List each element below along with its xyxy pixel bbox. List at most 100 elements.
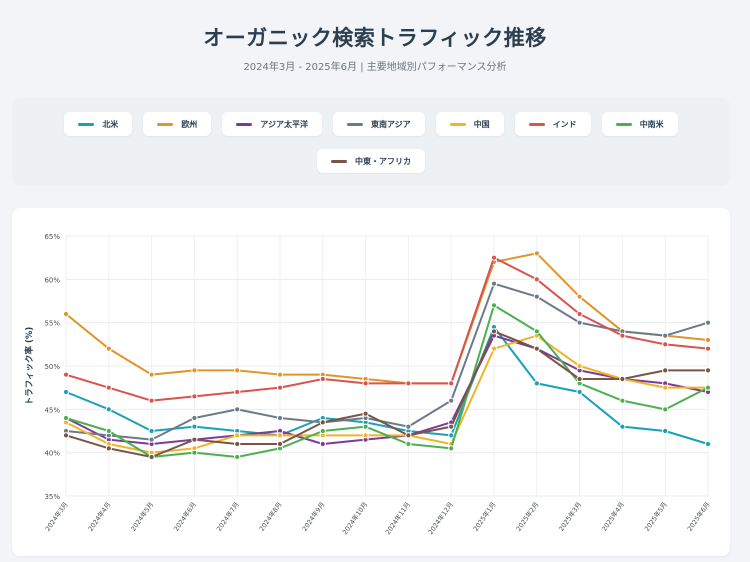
- data-point: [276, 440, 284, 448]
- legend-label: 中国: [473, 119, 490, 129]
- data-point: [362, 380, 369, 387]
- data-point: [704, 336, 712, 344]
- data-point: [105, 427, 112, 435]
- x-tick-label: 2025年1月: [471, 500, 498, 533]
- series-line: [65, 256, 709, 402]
- data-point: [62, 310, 70, 318]
- y-tick-label: 60%: [44, 276, 60, 284]
- x-tick-label: 2025年6月: [685, 500, 712, 533]
- series-line: [65, 252, 709, 385]
- data-point: [704, 345, 712, 352]
- series-line: [65, 304, 709, 458]
- data-point: [276, 414, 284, 422]
- data-point: [490, 345, 498, 352]
- data-point: [62, 432, 70, 439]
- legend-label: 中南米: [639, 119, 664, 129]
- legend-label: インド: [552, 119, 577, 129]
- data-point: [619, 375, 626, 383]
- x-tick-label: 2024年11月: [383, 500, 412, 536]
- data-point: [662, 367, 669, 374]
- data-point: [490, 328, 498, 335]
- data-point: [234, 453, 241, 461]
- legend-label: 中東・アフリカ: [355, 156, 411, 166]
- data-point: [148, 453, 155, 461]
- data-point: [662, 332, 669, 339]
- data-point: [191, 393, 198, 400]
- legend-label: 欧州: [181, 119, 198, 129]
- data-point: [148, 436, 155, 443]
- x-tick-label: 2024年7月: [214, 500, 241, 533]
- series-line: [65, 330, 708, 458]
- data-point: [319, 375, 326, 383]
- legend-item-china[interactable]: 中国: [435, 112, 504, 136]
- legend-item-middle-east-africa[interactable]: 中東・アフリカ: [317, 149, 425, 173]
- legend-item-asia-pacific[interactable]: アジア太平洋: [222, 112, 322, 136]
- legend-swatch: [449, 122, 466, 126]
- series-line: [65, 334, 709, 445]
- x-tick-label: 2025年2月: [514, 500, 541, 533]
- data-point: [662, 406, 669, 413]
- legend-item-southeast-asia[interactable]: 東南アジア: [333, 112, 425, 136]
- legend-item-north-america[interactable]: 北米: [64, 112, 133, 136]
- data-point: [148, 397, 155, 404]
- data-point: [619, 423, 626, 430]
- data-point: [448, 380, 455, 387]
- x-tick-label: 2024年12月: [426, 500, 455, 536]
- x-tick-label: 2024年6月: [171, 500, 198, 533]
- data-point: [448, 423, 455, 430]
- y-tick-label: 45%: [44, 406, 60, 414]
- data-point: [576, 362, 583, 370]
- data-point: [362, 410, 369, 417]
- legend-label: 東南アジア: [371, 119, 411, 129]
- legend-row: 北米 欧州 アジア太平洋 東南アジア 中国 インド: [12, 112, 730, 136]
- data-point: [319, 427, 326, 435]
- data-point: [405, 432, 412, 439]
- legend-item-latin-america[interactable]: 中南米: [601, 112, 678, 136]
- legend-swatch: [615, 122, 632, 126]
- legend-label: アジア太平洋: [260, 119, 308, 129]
- y-tick-label: 50%: [44, 363, 60, 371]
- x-tick-label: 2024年3月: [43, 500, 70, 533]
- x-tick-label: 2025年5月: [642, 500, 669, 533]
- x-tick-label: 2024年10月: [340, 500, 369, 536]
- data-point: [704, 319, 712, 326]
- data-point: [619, 332, 626, 339]
- data-point: [533, 276, 540, 283]
- legend-item-india[interactable]: インド: [514, 112, 591, 136]
- y-axis-label: トラフィック率 (%): [24, 327, 35, 406]
- data-point: [533, 250, 540, 257]
- data-point: [148, 427, 155, 435]
- data-point: [533, 345, 540, 352]
- data-point: [148, 371, 155, 378]
- data-point: [448, 397, 455, 404]
- data-point: [576, 319, 583, 326]
- legend-item-europe[interactable]: 欧州: [143, 112, 212, 136]
- data-point: [105, 445, 112, 452]
- data-point: [234, 432, 241, 439]
- data-point: [576, 375, 583, 383]
- data-point: [576, 388, 583, 396]
- series-line: [65, 326, 709, 445]
- data-point: [234, 440, 241, 448]
- data-point: [662, 341, 669, 348]
- data-point: [490, 302, 498, 309]
- legend-swatch: [78, 122, 95, 126]
- data-point: [234, 388, 241, 396]
- data-point: [405, 423, 412, 430]
- data-point: [319, 440, 326, 448]
- data-point: [62, 371, 70, 378]
- data-point: [105, 345, 112, 352]
- legend-swatch: [236, 122, 253, 126]
- data-point: [704, 440, 712, 448]
- legend-row: 中東・アフリカ: [12, 149, 730, 173]
- x-tick-label: 2024年8月: [257, 500, 284, 533]
- legend-swatch: [347, 122, 363, 126]
- data-point: [490, 280, 498, 287]
- legend-label: 北米: [102, 119, 119, 129]
- data-point: [576, 293, 583, 300]
- data-point: [405, 380, 412, 387]
- data-point: [533, 380, 540, 387]
- page-subtitle: 2024年3月 - 2025年6月 | 主要地域別パフォーマンス分析: [243, 62, 507, 73]
- x-tick-label: 2024年5月: [129, 500, 156, 533]
